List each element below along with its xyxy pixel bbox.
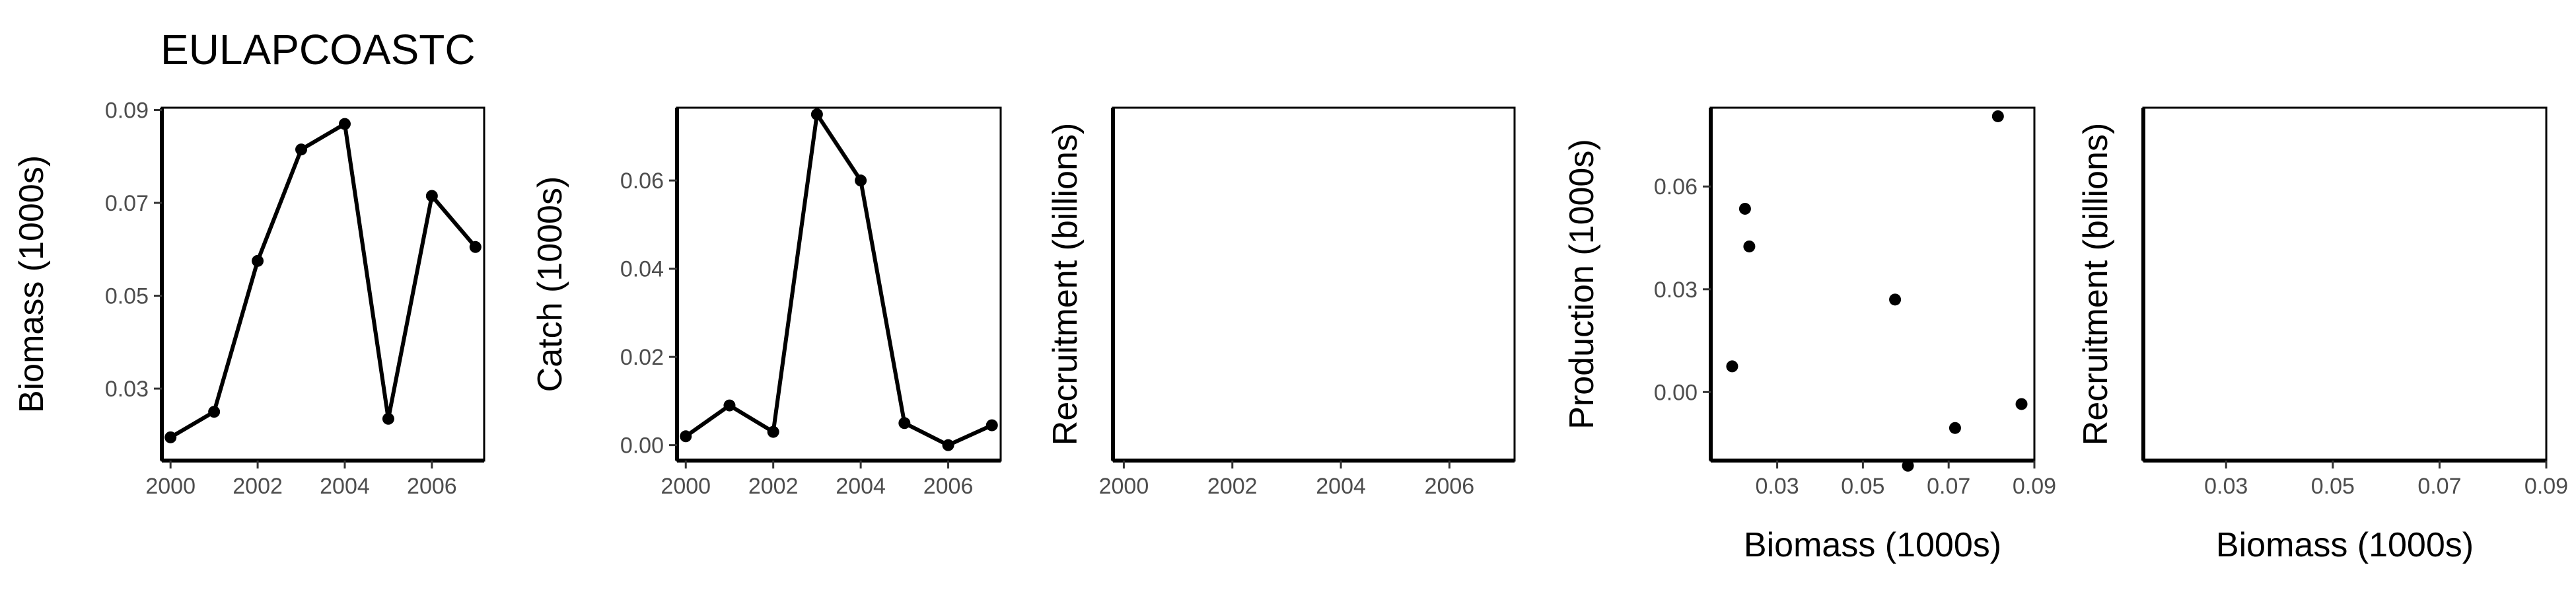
x-tick-label: 2002 [233,474,283,499]
x-tick-label: 0.07 [2417,474,2461,499]
data-point [164,431,177,443]
y-tick-label: 0.02 [620,345,664,370]
data-point [1738,202,1751,215]
x-tick-label: 2006 [923,474,974,499]
chart-title: EULAPCOASTC [161,26,476,73]
y-axis-title: Production (1000s) [1563,139,1601,429]
data-point [295,143,308,156]
data-point [1949,422,1961,434]
y-tick-label: 0.00 [1654,380,1698,405]
data-point [338,118,351,130]
data-point [898,417,911,430]
data-point [810,108,823,121]
data-point [1902,459,1914,472]
data-point [767,426,779,438]
x-tick-label: 0.05 [1841,474,1884,499]
y-tick-label: 0.04 [620,257,664,282]
x-tick-label: 2004 [836,474,886,499]
data-point [1743,240,1756,252]
x-tick-label: 0.05 [2311,474,2355,499]
panel-5-frame [2142,106,2548,462]
x-tick-label: 2000 [145,474,196,499]
data-point [1991,110,2004,122]
data-point [252,254,264,267]
y-axis-title: Biomass (1000s) [13,155,51,413]
y-axis-title: Recruitment (billions) [1046,123,1085,445]
x-tick-label: 2004 [320,474,370,499]
x-tick-label: 0.03 [2204,474,2248,499]
data-point [723,399,736,412]
y-tick-label: 0.06 [620,168,664,194]
x-tick-label: 0.03 [1756,474,1799,499]
y-tick-label: 0.05 [105,284,149,309]
x-tick-label: 0.09 [2013,474,2056,499]
x-axis-title: Biomass (1000s) [1744,526,2001,564]
data-point [855,174,867,187]
y-axis-title: Recruitment (billions) [2077,123,2115,445]
x-tick-label: 2006 [407,474,457,499]
x-tick-label: 0.07 [1927,474,1970,499]
data-point [680,430,692,443]
x-tick-label: 0.09 [2524,474,2568,499]
panel-3-frame [1112,106,1516,462]
y-tick-label: 0.09 [105,98,149,124]
series-line [684,112,993,447]
x-tick-label: 2000 [661,474,711,499]
x-tick-label: 2004 [1316,474,1366,499]
x-tick-label: 2006 [1425,474,1475,499]
data-point [1889,293,1902,306]
data-point [2015,398,2028,410]
y-tick-label: 0.03 [1654,278,1698,303]
data-point [469,241,482,253]
y-tick-label: 0.03 [105,377,149,402]
y-tick-label: 0.07 [105,191,149,216]
x-tick-label: 2000 [1099,474,1149,499]
x-tick-label: 2002 [1207,474,1258,499]
data-point [1726,360,1738,373]
series-line [169,122,478,439]
data-point [942,439,954,451]
x-tick-label: 2002 [748,474,799,499]
x-axis-title: Biomass (1000s) [2216,526,2474,564]
y-axis-title: Catch (1000s) [531,176,569,392]
data-point [985,419,998,431]
data-point [382,412,394,425]
y-tick-label: 0.00 [620,433,664,459]
data-point [425,190,438,202]
data-point [208,406,221,418]
y-tick-label: 0.06 [1654,174,1698,200]
panel-4-frame [1709,106,2036,462]
